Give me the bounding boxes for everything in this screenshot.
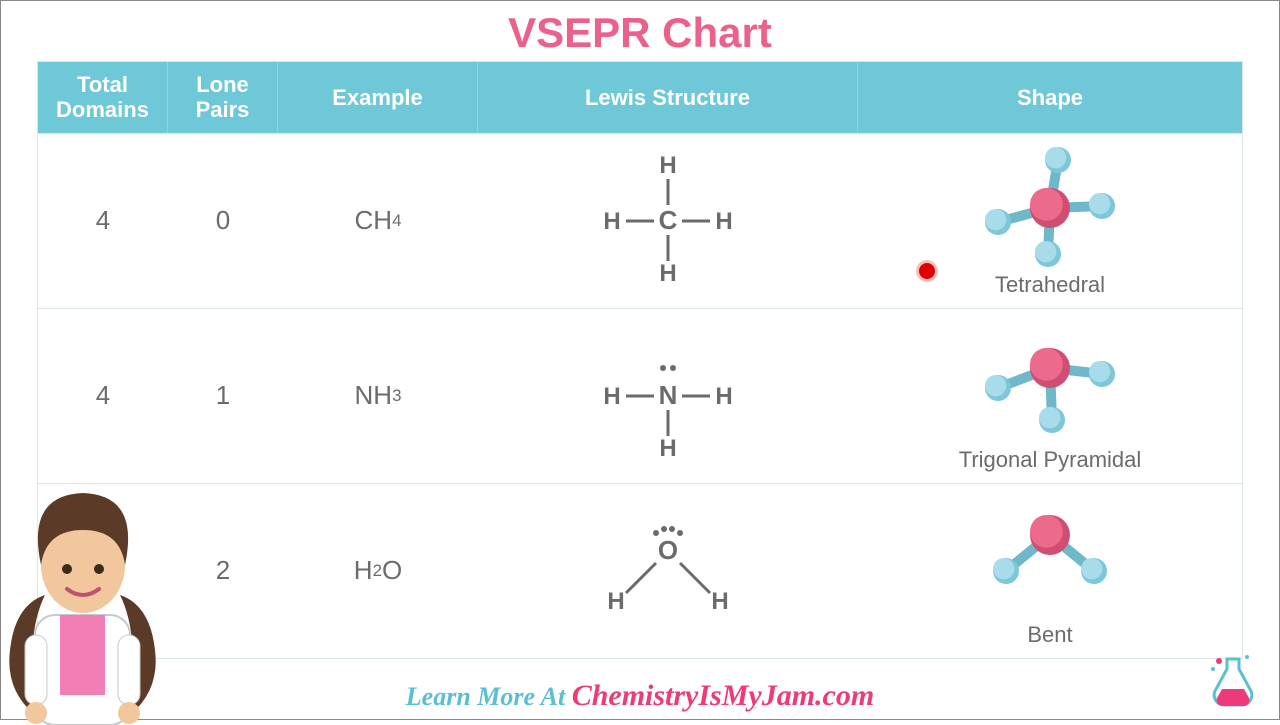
page-title: VSEPR Chart [1,1,1279,61]
table-row: 4 0 CH4 CHHHH Tetrahedral [38,133,1242,308]
svg-text:H: H [715,208,732,235]
svg-text:H: H [659,152,676,179]
cell-lone-pairs: 0 [168,134,278,308]
svg-text:H: H [659,435,676,462]
cell-lone-pairs: 2 [168,484,278,658]
footer: Learn More At ChemistryIsMyJam.com [1,679,1279,713]
svg-text:H: H [715,383,732,410]
shape-label: Bent [1027,622,1072,648]
cell-lone-pairs: 1 [168,309,278,483]
table-row: 4 1 NH3 NHHH Trigonal Pyramidal [38,308,1242,483]
cell-shape: Trigonal Pyramidal [858,309,1242,483]
cell-lewis: NHHH [478,309,858,483]
footer-brand: ChemistryIsMyJam.com [572,679,875,712]
svg-text:H: H [607,588,624,615]
cell-example: NH3 [278,309,478,483]
cell-shape: Tetrahedral [858,134,1242,308]
table-row: 4 2 H2O OHH Bent [38,483,1242,658]
svg-text:O: O [658,535,678,565]
svg-text:N: N [659,380,678,410]
col-shape: Shape [858,62,1242,133]
cell-lewis: O H H [478,484,858,658]
cell-domains: 4 [38,134,168,308]
svg-text:H: H [603,383,620,410]
table-header: Total Domains Lone Pairs Example Lewis S… [38,62,1242,133]
cell-example: CH4 [278,134,478,308]
shape-label: Trigonal Pyramidal [959,447,1142,473]
svg-text:H: H [603,208,620,235]
col-example: Example [278,62,478,133]
svg-text:C: C [659,205,678,235]
col-lone-pairs: Lone Pairs [168,62,278,133]
footer-lead: Learn More At [406,682,572,711]
cursor-indicator-icon [919,263,935,279]
svg-text:H: H [659,260,676,287]
shape-label: Tetrahedral [995,272,1105,298]
cell-lewis: CHHHH [478,134,858,308]
col-domains: Total Domains [38,62,168,133]
col-lewis: Lewis Structure [478,62,858,133]
svg-text:H: H [711,588,728,615]
vsepr-table: Total Domains Lone Pairs Example Lewis S… [37,61,1243,659]
cell-example: H2O [278,484,478,658]
flask-icon [1205,653,1261,709]
cell-domains: 4 [38,309,168,483]
cell-shape: Bent [858,484,1242,658]
mascot-icon [0,465,170,725]
